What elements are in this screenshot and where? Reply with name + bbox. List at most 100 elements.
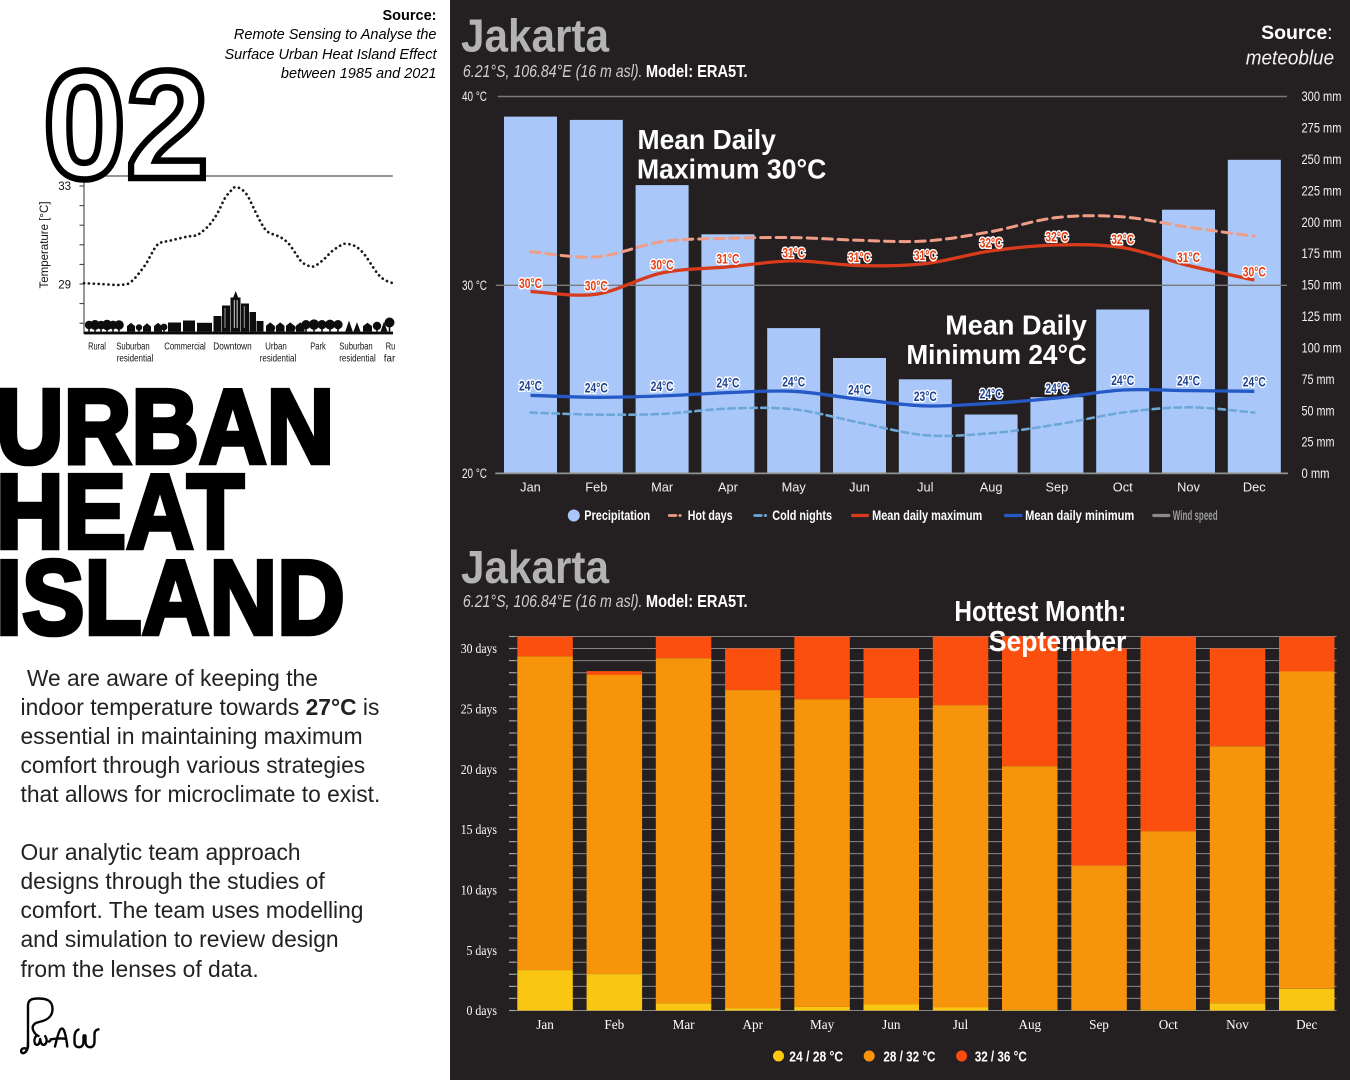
svg-text:24°C: 24°C: [980, 385, 1003, 401]
svg-text:25 days: 25 days: [461, 702, 497, 717]
svg-text:20 °C: 20 °C: [462, 466, 487, 481]
svg-text:residential: residential: [117, 354, 154, 365]
svg-text:Aug: Aug: [1018, 1017, 1041, 1032]
svg-text:20 days: 20 days: [461, 762, 497, 777]
svg-text:Wind speed: Wind speed: [1173, 508, 1218, 523]
svg-text:Mean daily minimum: Mean daily minimum: [1025, 508, 1134, 523]
svg-text:Park: Park: [310, 342, 326, 353]
svg-text:24°C: 24°C: [585, 379, 608, 395]
svg-text:30°C: 30°C: [585, 278, 608, 294]
svg-text:24°C: 24°C: [1111, 372, 1134, 388]
svg-text:200 mm: 200 mm: [1302, 215, 1342, 230]
svg-text:6.21°S, 106.84°E (16 m asl).Mo: 6.21°S, 106.84°E (16 m asl). Model: ERA5T…: [463, 61, 748, 81]
svg-text:May: May: [810, 1017, 835, 1032]
svg-text:125 mm: 125 mm: [1302, 309, 1342, 324]
svg-text:10 days: 10 days: [461, 883, 497, 898]
svg-text:Mean Daily: Mean Daily: [638, 124, 777, 155]
svg-text:29: 29: [58, 280, 71, 292]
svg-text:25 mm: 25 mm: [1302, 435, 1335, 450]
svg-text:30 °C: 30 °C: [462, 278, 487, 293]
svg-text:24°C: 24°C: [716, 375, 739, 391]
svg-text:Oct: Oct: [1159, 1017, 1178, 1032]
svg-text:Feb: Feb: [585, 480, 607, 495]
svg-text:Minimum 24°C: Minimum 24°C: [906, 339, 1087, 370]
svg-text:5 days: 5 days: [467, 943, 498, 958]
svg-text:31°C: 31°C: [848, 249, 871, 265]
svg-text:Ru: Ru: [386, 342, 396, 353]
svg-text:31°C: 31°C: [914, 247, 937, 263]
svg-text:150 mm: 150 mm: [1302, 278, 1342, 293]
svg-text:30°C: 30°C: [519, 275, 542, 291]
svg-text:Feb: Feb: [604, 1017, 624, 1032]
svg-text:50 mm: 50 mm: [1302, 403, 1335, 418]
svg-text:100 mm: 100 mm: [1302, 341, 1342, 356]
svg-text:32°C: 32°C: [1111, 231, 1134, 247]
svg-text:175 mm: 175 mm: [1302, 246, 1342, 261]
svg-text:Mean daily maximum: Mean daily maximum: [872, 508, 982, 523]
svg-text:Downtown: Downtown: [213, 342, 251, 353]
svg-text:0 days: 0 days: [467, 1003, 498, 1018]
svg-text:Jakarta: Jakarta: [461, 541, 609, 593]
svg-text:23°C: 23°C: [914, 388, 937, 404]
svg-text:Suburban: Suburban: [339, 342, 372, 353]
svg-text:30 days: 30 days: [461, 641, 497, 656]
svg-text:Cold nights: Cold nights: [772, 508, 832, 523]
svg-text:24°C: 24°C: [782, 373, 805, 389]
svg-text:275 mm: 275 mm: [1302, 121, 1342, 136]
svg-text:225 mm: 225 mm: [1302, 183, 1342, 198]
svg-text:Urban: Urban: [265, 342, 287, 353]
svg-text:residential: residential: [260, 354, 297, 365]
svg-text:Sep: Sep: [1046, 480, 1069, 495]
svg-text:300 mm: 300 mm: [1302, 89, 1342, 104]
svg-text:24°C: 24°C: [1243, 373, 1266, 389]
svg-text:meteoblue: meteoblue: [1246, 48, 1334, 70]
svg-text:Dec: Dec: [1243, 480, 1266, 495]
svg-text:residential: residential: [339, 354, 376, 365]
svg-text:Apr: Apr: [718, 480, 739, 495]
svg-text:Sep: Sep: [1089, 1017, 1109, 1032]
svg-text:31°C: 31°C: [1177, 249, 1200, 265]
svg-text:Jakarta: Jakarta: [461, 9, 609, 61]
svg-text:31°C: 31°C: [782, 244, 805, 260]
svg-text:250 mm: 250 mm: [1302, 152, 1342, 167]
svg-text:Apr: Apr: [743, 1017, 764, 1032]
svg-text:Jun: Jun: [849, 480, 870, 495]
svg-text:0 mm: 0 mm: [1302, 466, 1330, 481]
svg-text:Mean Daily: Mean Daily: [945, 309, 1087, 340]
svg-text:Mar: Mar: [673, 1017, 696, 1032]
svg-text:30°C: 30°C: [651, 256, 674, 272]
svg-text:Hottest Month:: Hottest Month:: [954, 596, 1126, 628]
svg-text:Commercial: Commercial: [164, 342, 206, 353]
svg-text:24°C: 24°C: [651, 378, 674, 394]
svg-text:Rural: Rural: [88, 342, 106, 353]
svg-text:Jun: Jun: [882, 1017, 901, 1032]
svg-text:Aug: Aug: [980, 480, 1003, 495]
svg-text:Temperature [°C]: Temperature [°C]: [39, 201, 51, 288]
svg-text:30°C: 30°C: [1243, 264, 1266, 280]
svg-text:32 / 36 °C: 32 / 36 °C: [975, 1049, 1027, 1066]
svg-text:6.21°S, 106.84°E (16 m asl).Mo: 6.21°S, 106.84°E (16 m asl). Model: ERA5T…: [463, 591, 748, 611]
svg-text:Oct: Oct: [1113, 480, 1133, 495]
svg-text:40 °C: 40 °C: [462, 89, 487, 104]
svg-text:Precipitation: Precipitation: [584, 508, 650, 523]
svg-text:September: September: [989, 626, 1127, 658]
svg-text:Jan: Jan: [520, 480, 541, 495]
svg-text:24°C: 24°C: [1177, 373, 1200, 389]
svg-text:Jul: Jul: [917, 480, 933, 495]
svg-text:Dec: Dec: [1296, 1017, 1317, 1032]
svg-text:75 mm: 75 mm: [1302, 372, 1335, 387]
svg-text:far: far: [384, 354, 396, 365]
svg-text:28 / 32 °C: 28 / 32 °C: [883, 1049, 935, 1066]
svg-text:Hot days: Hot days: [688, 508, 733, 523]
svg-text:Mar: Mar: [651, 480, 674, 495]
svg-text:32°C: 32°C: [1045, 229, 1068, 245]
svg-text:Nov: Nov: [1226, 1017, 1249, 1032]
svg-text:33: 33: [58, 181, 71, 193]
svg-text:31°C: 31°C: [716, 250, 739, 266]
svg-text:24 / 28 °C: 24 / 28 °C: [789, 1049, 843, 1066]
svg-text:Jan: Jan: [536, 1017, 554, 1032]
svg-text:Maximum 30°C: Maximum 30°C: [637, 153, 826, 184]
svg-text:32°C: 32°C: [980, 234, 1003, 250]
svg-text:24°C: 24°C: [519, 377, 542, 393]
svg-text:May: May: [782, 480, 807, 495]
